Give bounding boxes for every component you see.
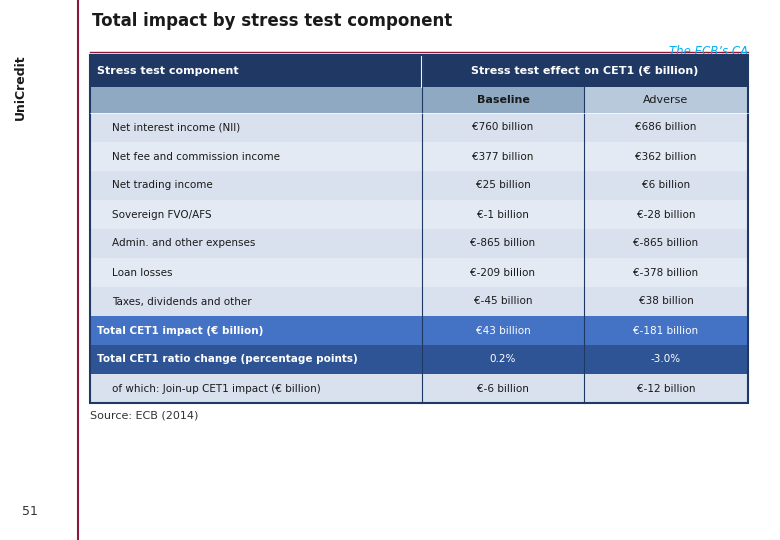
Text: The ECB’s CA: The ECB’s CA bbox=[669, 45, 748, 58]
Text: €760 billion: €760 billion bbox=[473, 123, 534, 132]
Text: €-12 billion: €-12 billion bbox=[636, 383, 695, 394]
Text: Net trading income: Net trading income bbox=[112, 180, 213, 191]
Bar bbox=[422, 374, 584, 403]
Bar bbox=[90, 55, 748, 403]
Text: Source: ECB (2014): Source: ECB (2014) bbox=[90, 411, 198, 421]
Bar bbox=[584, 87, 748, 113]
Text: Net fee and commission income: Net fee and commission income bbox=[112, 152, 280, 161]
Text: €362 billion: €362 billion bbox=[636, 152, 697, 161]
Text: €25 billion: €25 billion bbox=[476, 180, 530, 191]
Bar bbox=[90, 200, 422, 229]
Text: €-865 billion: €-865 billion bbox=[470, 239, 536, 248]
Bar bbox=[422, 229, 584, 258]
Bar bbox=[90, 287, 422, 316]
Bar bbox=[584, 316, 748, 345]
Bar bbox=[90, 374, 422, 403]
Bar bbox=[422, 316, 584, 345]
Text: Taxes, dividends and other: Taxes, dividends and other bbox=[112, 296, 252, 307]
Bar bbox=[90, 316, 422, 345]
Bar bbox=[90, 142, 422, 171]
Text: €38 billion: €38 billion bbox=[639, 296, 693, 307]
Text: €-28 billion: €-28 billion bbox=[636, 210, 695, 219]
Bar bbox=[90, 345, 422, 374]
Text: Net interest income (NII): Net interest income (NII) bbox=[112, 123, 240, 132]
Bar bbox=[422, 87, 584, 113]
Bar bbox=[422, 142, 584, 171]
Text: €-865 billion: €-865 billion bbox=[633, 239, 699, 248]
Text: €-45 billion: €-45 billion bbox=[473, 296, 532, 307]
Text: 0.2%: 0.2% bbox=[490, 354, 516, 364]
Text: €-378 billion: €-378 billion bbox=[633, 267, 699, 278]
Bar bbox=[584, 287, 748, 316]
Text: €377 billion: €377 billion bbox=[473, 152, 534, 161]
Text: Stress test effect on CET1 (€ billion): Stress test effect on CET1 (€ billion) bbox=[471, 66, 699, 76]
Text: €43 billion: €43 billion bbox=[476, 326, 530, 335]
Bar bbox=[584, 171, 748, 200]
Text: Sovereign FVO/AFS: Sovereign FVO/AFS bbox=[112, 210, 211, 219]
Bar bbox=[90, 171, 422, 200]
Bar bbox=[422, 345, 584, 374]
Bar bbox=[422, 55, 748, 87]
Text: Stress test component: Stress test component bbox=[97, 66, 239, 76]
Text: Total impact by stress test component: Total impact by stress test component bbox=[92, 12, 452, 30]
Text: €-1 billion: €-1 billion bbox=[477, 210, 529, 219]
Bar bbox=[90, 113, 422, 142]
Bar bbox=[584, 258, 748, 287]
Bar bbox=[422, 287, 584, 316]
Bar bbox=[584, 142, 748, 171]
Text: Adverse: Adverse bbox=[644, 95, 689, 105]
Text: €6 billion: €6 billion bbox=[642, 180, 690, 191]
Text: of which: Join-up CET1 impact (€ billion): of which: Join-up CET1 impact (€ billion… bbox=[112, 383, 321, 394]
Text: UniCredit: UniCredit bbox=[13, 55, 27, 120]
Text: €686 billion: €686 billion bbox=[636, 123, 697, 132]
Bar bbox=[422, 171, 584, 200]
Text: -3.0%: -3.0% bbox=[651, 354, 681, 364]
Bar bbox=[90, 229, 422, 258]
Text: €-181 billion: €-181 billion bbox=[633, 326, 699, 335]
Text: Total CET1 ratio change (percentage points): Total CET1 ratio change (percentage poin… bbox=[97, 354, 358, 364]
Text: 51: 51 bbox=[22, 505, 38, 518]
Bar bbox=[90, 87, 422, 113]
Text: Admin. and other expenses: Admin. and other expenses bbox=[112, 239, 255, 248]
Text: Total CET1 impact (€ billion): Total CET1 impact (€ billion) bbox=[97, 326, 264, 335]
Bar bbox=[584, 374, 748, 403]
Text: €-209 billion: €-209 billion bbox=[470, 267, 536, 278]
Text: €-6 billion: €-6 billion bbox=[477, 383, 529, 394]
Bar bbox=[422, 258, 584, 287]
Bar bbox=[422, 200, 584, 229]
Bar bbox=[422, 113, 584, 142]
Bar bbox=[584, 200, 748, 229]
Bar bbox=[584, 345, 748, 374]
Bar bbox=[584, 229, 748, 258]
Text: Baseline: Baseline bbox=[477, 95, 530, 105]
Bar bbox=[584, 113, 748, 142]
Text: Loan losses: Loan losses bbox=[112, 267, 172, 278]
Bar bbox=[90, 258, 422, 287]
Bar bbox=[90, 55, 422, 87]
